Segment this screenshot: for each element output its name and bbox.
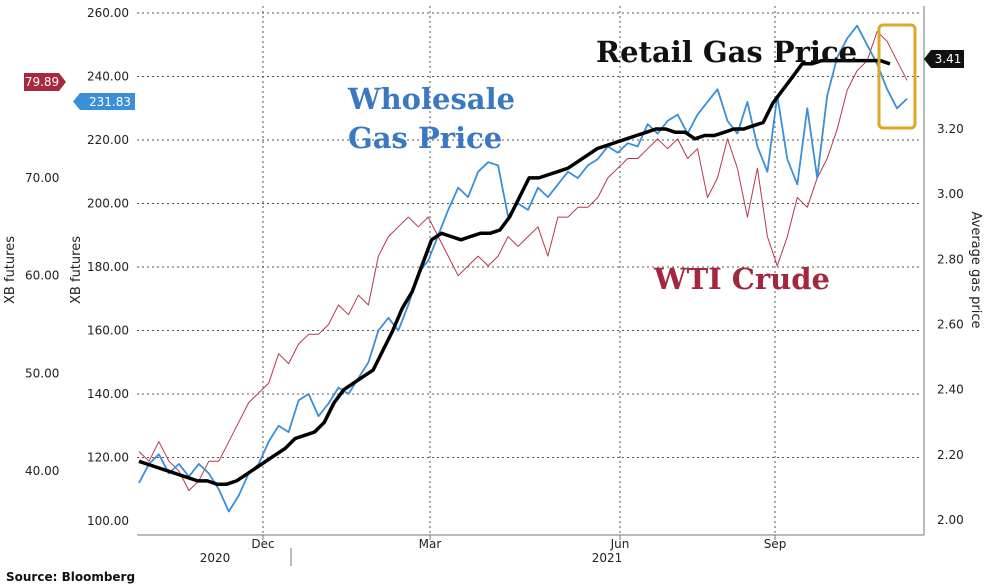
x-axis-month-label: Sep: [764, 537, 787, 551]
left-axis-tick-label: 220.00: [87, 133, 129, 147]
grid-lines: [137, 6, 922, 566]
wti-axis-tick-label: 60.00: [25, 269, 59, 283]
x-axis-month-label: Jun: [610, 537, 630, 551]
right-axis-tick-label: 2.20: [937, 448, 964, 462]
source-note: Source: Bloomberg: [6, 570, 135, 584]
x-axis-month-label: Dec: [251, 537, 274, 551]
right-axis-tick-label: 2.80: [937, 252, 964, 266]
right-axis-tick-label: 2.40: [937, 383, 964, 397]
wti-axis-tick-label: 40.00: [25, 464, 59, 478]
wti-value-label: 79.89: [25, 75, 59, 89]
tick-labels: 100.00 120.00 140.00 160.00 180.00 200.00 220.…: [25, 6, 964, 565]
highlight-box: [877, 23, 917, 130]
left-axis-title-inner: XB futures: [69, 236, 84, 304]
wholesale-value-tag: [73, 93, 135, 110]
wholesale-value-label: 231.83: [89, 95, 131, 109]
retail-value-tag: [924, 50, 964, 68]
retail-label: Retail Gas Price: [596, 35, 857, 69]
left-axis-tick-label: 160.00: [87, 324, 129, 338]
wholesale-gas-price-line: [138, 24, 908, 513]
right-axis-title: Average gas price: [968, 212, 983, 329]
wholesale-label-line-1: Wholesale: [347, 82, 515, 116]
wti-label: WTI Crude: [653, 262, 830, 296]
retail-value-label: 3.41: [935, 52, 962, 66]
wti-crude-line: [138, 31, 908, 491]
series-lines: [138, 24, 908, 513]
wti-axis-tick-label: 50.00: [25, 366, 59, 380]
x-axis-month-label: Mar: [419, 537, 442, 551]
right-axis-tick-label: 2.00: [937, 513, 964, 527]
x-axis-year-label: 2021: [592, 551, 623, 565]
right-axis-tick-label: 2.60: [937, 318, 964, 332]
left-axis-tick-label: 180.00: [87, 260, 129, 274]
left-axis-tick-label: 140.00: [87, 387, 129, 401]
wholesale-label-line-2: Gas Price: [348, 121, 502, 155]
right-axis-tick-label: 3.00: [937, 187, 964, 201]
retail-gas-price-line: [138, 58, 891, 486]
wti-axis-tick-label: 70.00: [25, 171, 59, 185]
x-axis-year-label: 2020: [200, 551, 231, 565]
left-axis-title-outer: XB futures: [3, 236, 18, 304]
left-axis-tick-label: 260.00: [87, 6, 129, 20]
wti-value-tag: [24, 73, 66, 91]
left-axis-tick-label: 100.00: [87, 514, 129, 528]
right-axis-tick-label: 3.20: [937, 122, 964, 136]
left-axis-tick-label: 120.00: [87, 451, 129, 465]
left-axis-tick-label: 240.00: [87, 70, 129, 84]
left-axis-tick-label: 200.00: [87, 197, 129, 211]
